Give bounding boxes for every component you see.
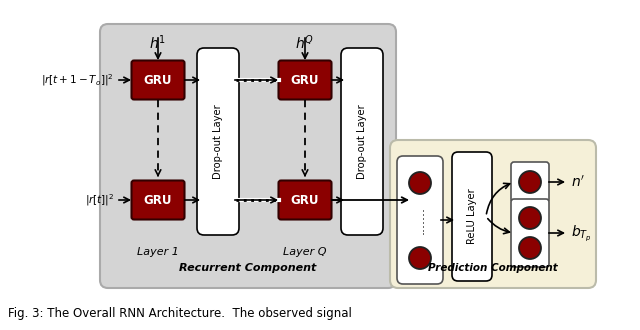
Text: Drop-out Layer: Drop-out Layer [357, 104, 367, 179]
Circle shape [519, 171, 541, 193]
FancyBboxPatch shape [341, 48, 383, 235]
Text: .......: ....... [413, 206, 426, 234]
FancyBboxPatch shape [397, 156, 443, 284]
Text: GRU: GRU [291, 193, 319, 207]
FancyBboxPatch shape [197, 48, 239, 235]
FancyBboxPatch shape [278, 60, 332, 100]
FancyBboxPatch shape [278, 181, 332, 219]
Text: Recurrent Component: Recurrent Component [179, 263, 317, 273]
Text: $h^1$: $h^1$ [150, 33, 166, 51]
FancyBboxPatch shape [131, 181, 184, 219]
Text: $h^Q$: $h^Q$ [296, 33, 315, 51]
FancyBboxPatch shape [131, 60, 184, 100]
Text: Layer 1: Layer 1 [137, 247, 179, 257]
Text: GRU: GRU [144, 193, 172, 207]
Text: ReLU Layer: ReLU Layer [467, 189, 477, 245]
Circle shape [519, 237, 541, 259]
Text: Fig. 3: The Overall RNN Architecture.  The observed signal: Fig. 3: The Overall RNN Architecture. Th… [8, 307, 352, 320]
Text: GRU: GRU [291, 74, 319, 86]
Text: Prediction Component: Prediction Component [428, 263, 558, 273]
Circle shape [409, 172, 431, 194]
FancyBboxPatch shape [511, 162, 549, 202]
Text: $b_{T_p}$: $b_{T_p}$ [571, 223, 592, 243]
Circle shape [519, 207, 541, 229]
Text: Layer Q: Layer Q [284, 247, 327, 257]
Text: Drop-out Layer: Drop-out Layer [213, 104, 223, 179]
Text: $|r[t]|^2$: $|r[t]|^2$ [84, 192, 114, 208]
Text: $|r[t+1-T_o]|^2$: $|r[t+1-T_o]|^2$ [42, 72, 114, 88]
FancyBboxPatch shape [511, 199, 549, 267]
FancyBboxPatch shape [452, 152, 492, 281]
FancyBboxPatch shape [390, 140, 596, 288]
Text: GRU: GRU [144, 74, 172, 86]
FancyBboxPatch shape [100, 24, 396, 288]
Text: $n'$: $n'$ [571, 174, 585, 190]
Circle shape [409, 247, 431, 269]
